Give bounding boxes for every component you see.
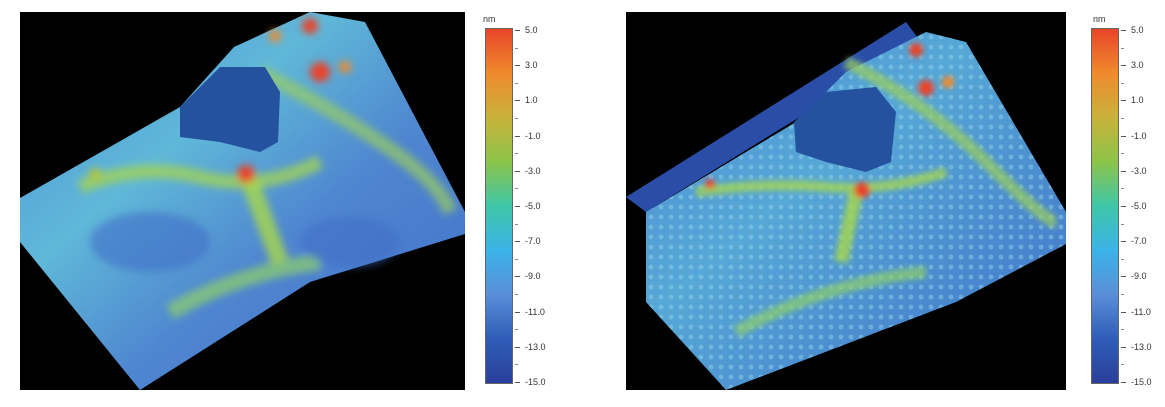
colorbar-minor-tick bbox=[1121, 188, 1124, 190]
colorbar-major-tick bbox=[1121, 206, 1126, 207]
colorbar-major-tick bbox=[515, 311, 520, 313]
colorbar-major-tick bbox=[515, 30, 520, 31]
colorbar-major-tick bbox=[1121, 30, 1126, 31]
colorbar-major-tick bbox=[1121, 135, 1126, 137]
colorbar-major-tick bbox=[1121, 276, 1126, 278]
colorbar-minor-tick bbox=[1121, 294, 1124, 295]
colorbar-tick-label: -9.0 bbox=[1131, 271, 1147, 282]
colorbar-tick-label: 1.0 bbox=[1131, 95, 1144, 106]
colorbar-major-tick bbox=[515, 382, 520, 383]
colorbar-minor-tick bbox=[515, 82, 518, 84]
left-topography-image bbox=[20, 12, 465, 390]
colorbar-tick-label: -1.0 bbox=[1131, 130, 1147, 141]
colorbar-tick-label: -5.0 bbox=[1131, 201, 1147, 211]
left-surface-render bbox=[20, 12, 465, 390]
right-colorbar-unit: nm bbox=[1093, 14, 1106, 24]
left-surface-features bbox=[77, 18, 457, 319]
colorbar-minor-tick bbox=[515, 188, 518, 190]
colorbar-tick-label: -11.0 bbox=[1131, 306, 1151, 317]
colorbar-major-tick bbox=[515, 206, 520, 207]
colorbar-major-tick bbox=[1121, 382, 1126, 383]
colorbar-major-tick bbox=[515, 135, 520, 137]
colorbar-tick-label: -7.0 bbox=[1131, 236, 1147, 247]
colorbar-minor-tick bbox=[515, 223, 518, 225]
colorbar-minor-tick bbox=[515, 364, 518, 366]
colorbar-tick-label: 3.0 bbox=[525, 60, 538, 71]
colorbar-tick-label: 5.0 bbox=[525, 25, 538, 35]
colorbar-minor-tick bbox=[1121, 223, 1124, 225]
colorbar-tick-label: -11.0 bbox=[525, 306, 545, 317]
colorbar-major-tick bbox=[515, 241, 520, 243]
colorbar-tick-label: -5.0 bbox=[525, 201, 541, 211]
colorbar-minor-tick bbox=[1121, 47, 1124, 49]
left-depression bbox=[180, 67, 280, 152]
left-colorbar-unit: nm bbox=[483, 14, 496, 24]
colorbar-major-tick bbox=[1121, 311, 1126, 313]
colorbar-tick-label: -9.0 bbox=[525, 271, 541, 282]
colorbar-tick-label: -15.0 bbox=[1131, 377, 1152, 387]
colorbar-minor-tick bbox=[515, 153, 518, 155]
colorbar-minor-tick bbox=[1121, 329, 1124, 331]
colorbar-minor-tick bbox=[1121, 153, 1124, 155]
colorbar-major-tick bbox=[1121, 346, 1126, 348]
colorbar-tick-label: 1.0 bbox=[525, 95, 538, 106]
colorbar-major-tick bbox=[1121, 241, 1126, 243]
colorbar-tick-label: -15.0 bbox=[525, 377, 546, 387]
colorbar-minor-tick bbox=[1121, 118, 1124, 119]
colorbar-minor-tick bbox=[1121, 364, 1124, 366]
colorbar-major-tick bbox=[515, 276, 520, 278]
right-colorbar-gradient bbox=[1091, 28, 1119, 384]
colorbar-major-tick bbox=[1121, 65, 1126, 67]
right-topography-image bbox=[626, 12, 1066, 390]
colorbar-tick-label: -3.0 bbox=[1131, 165, 1147, 176]
colorbar-major-tick bbox=[515, 100, 520, 102]
colorbar-minor-tick bbox=[1121, 82, 1124, 84]
right-surface-features bbox=[695, 43, 1058, 338]
colorbar-minor-tick bbox=[515, 258, 518, 260]
colorbar-tick-label: -7.0 bbox=[525, 236, 541, 247]
colorbar-tick-label: -3.0 bbox=[525, 165, 541, 176]
colorbar-minor-tick bbox=[515, 294, 518, 295]
colorbar-minor-tick bbox=[515, 47, 518, 49]
right-depression bbox=[794, 87, 896, 172]
right-surface-render bbox=[626, 22, 1066, 390]
colorbar-minor-tick bbox=[515, 118, 518, 119]
left-surface-plane bbox=[20, 12, 465, 390]
left-colorbar-gradient bbox=[485, 28, 513, 384]
colorbar-major-tick bbox=[515, 170, 520, 172]
colorbar-major-tick bbox=[1121, 170, 1126, 172]
colorbar-minor-tick bbox=[1121, 258, 1124, 260]
colorbar-tick-label: -13.0 bbox=[525, 341, 546, 352]
colorbar-tick-label: -13.0 bbox=[1131, 341, 1152, 352]
colorbar-minor-tick bbox=[515, 329, 518, 331]
right-strip bbox=[626, 22, 921, 212]
colorbar-major-tick bbox=[515, 65, 520, 67]
colorbar-major-tick bbox=[1121, 100, 1126, 102]
colorbar-tick-label: 5.0 bbox=[1131, 25, 1144, 35]
colorbar-tick-label: 3.0 bbox=[1131, 60, 1144, 71]
colorbar-major-tick bbox=[515, 346, 520, 348]
colorbar-tick-label: -1.0 bbox=[525, 130, 541, 141]
